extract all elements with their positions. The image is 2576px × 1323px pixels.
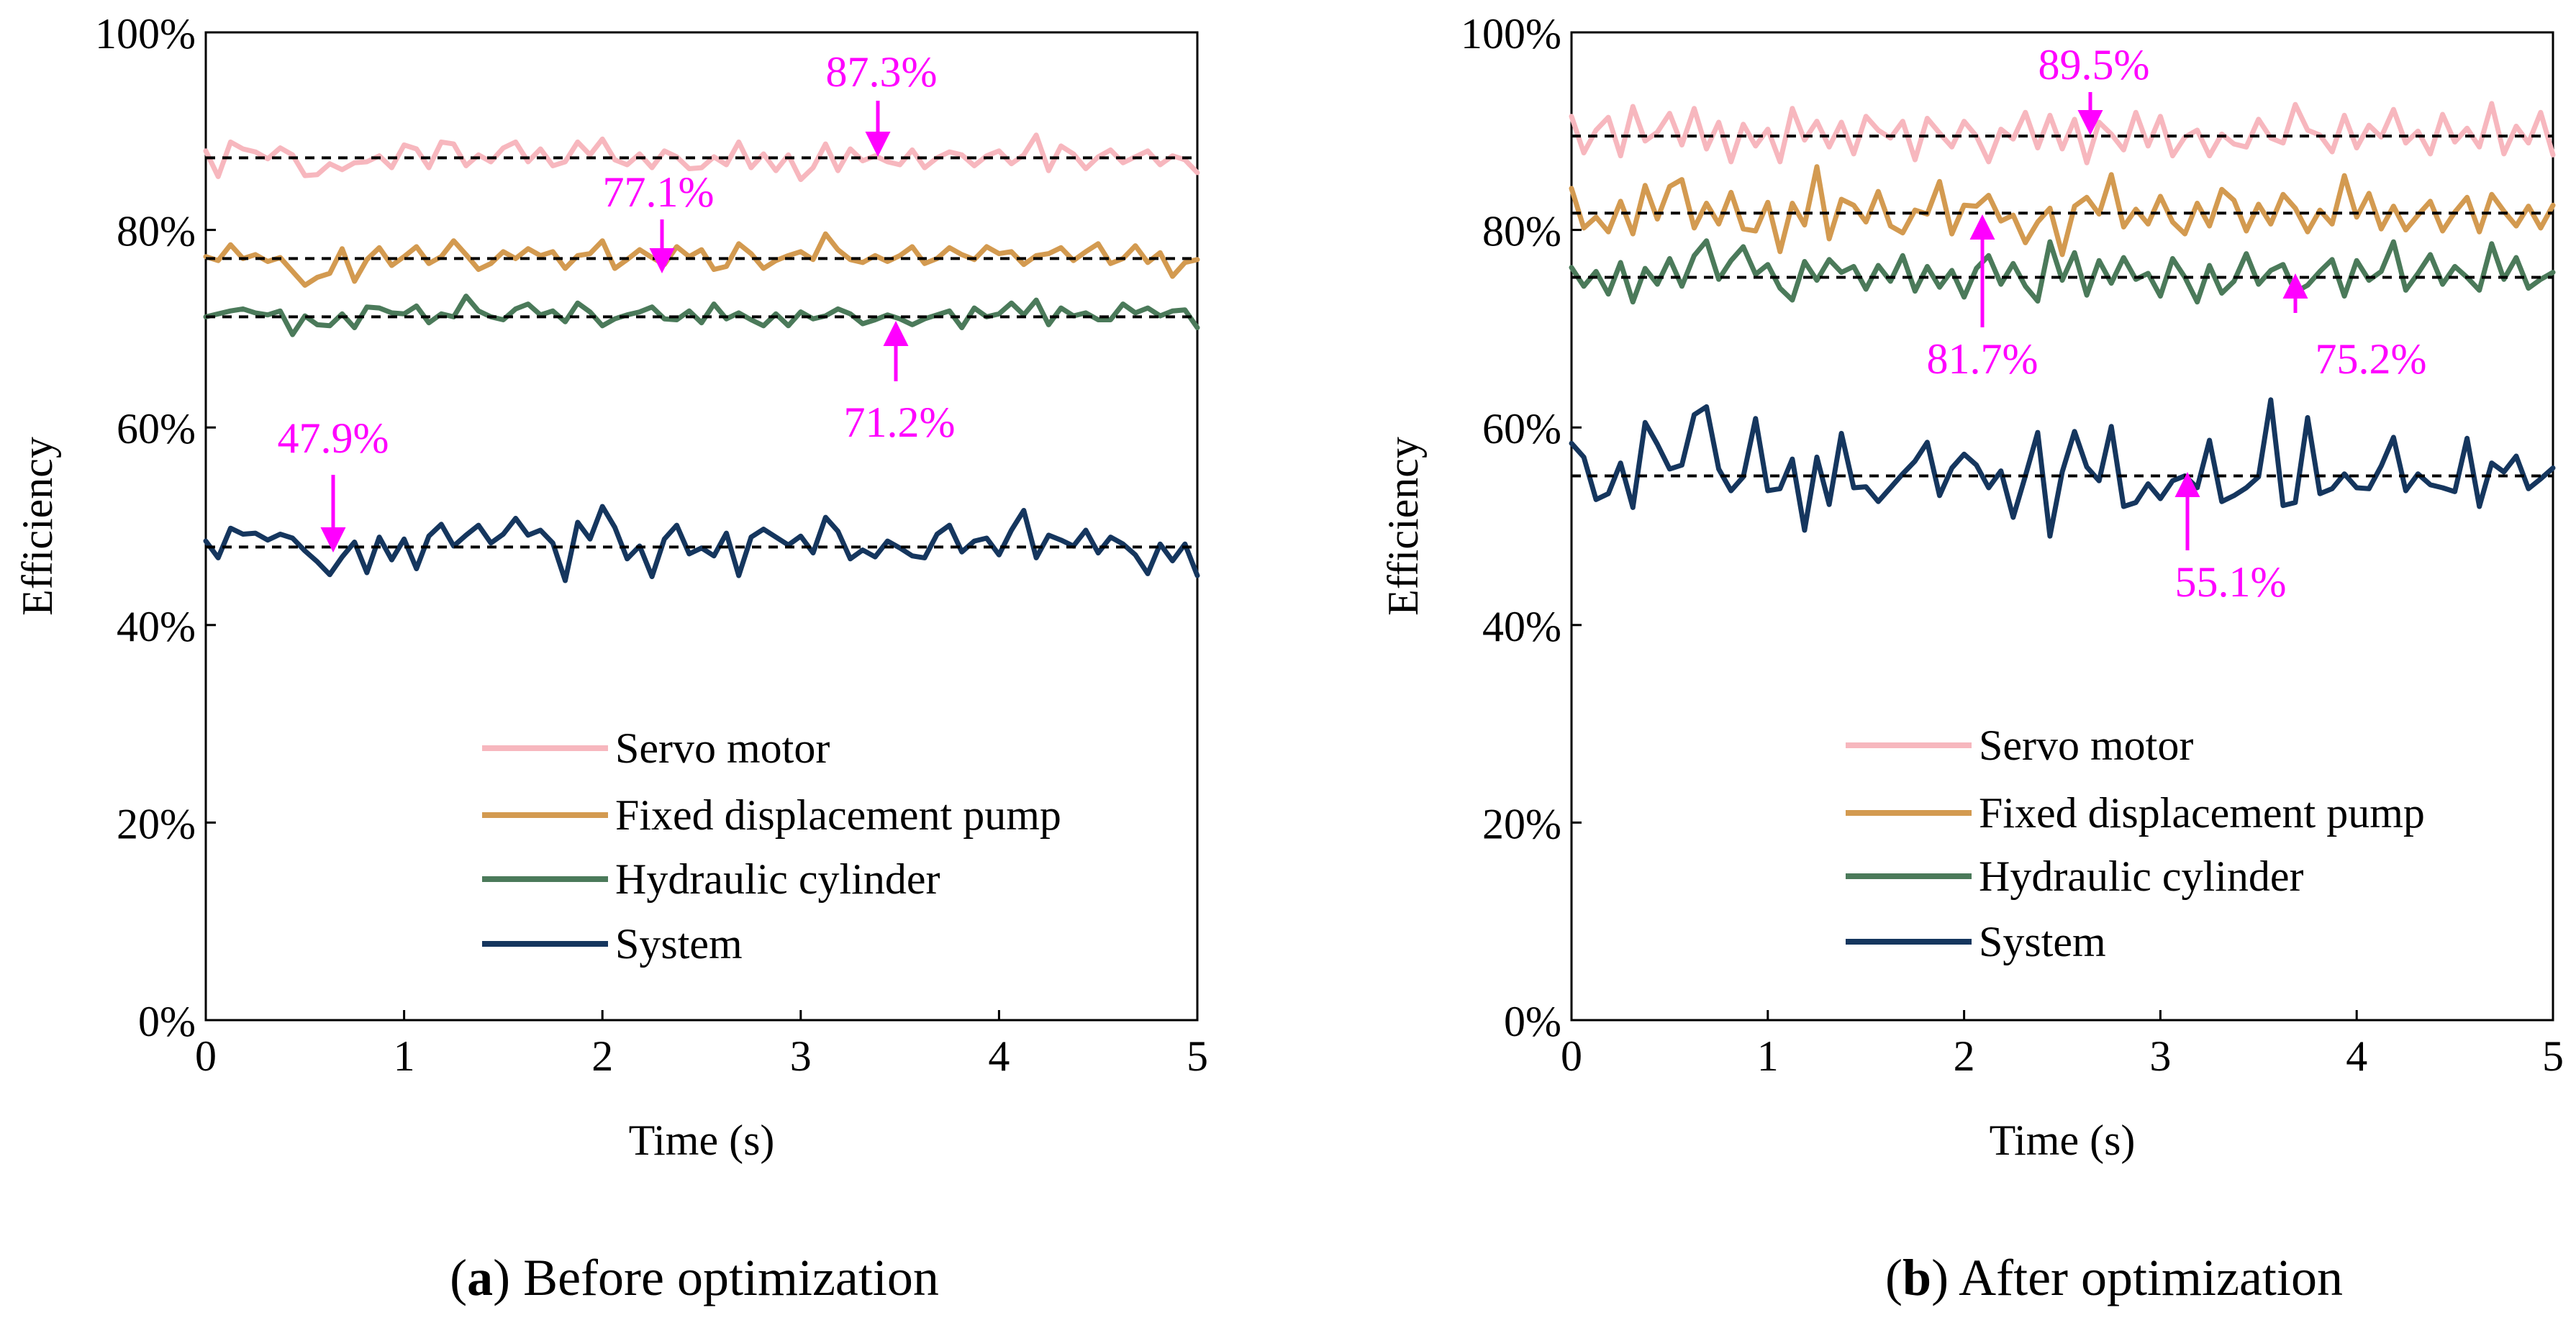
y-tick-label: 20% (1482, 800, 1561, 847)
series-line-servo (203, 132, 1200, 183)
series-line-cylinder (203, 294, 1200, 337)
legend-label: Hydraulic cylinder (615, 855, 940, 903)
series-line-pump (203, 231, 1200, 288)
x-tick-label: 4 (2346, 1032, 2367, 1080)
annotation-label: 71.2% (844, 399, 956, 446)
y-tick-label: 20% (117, 800, 196, 847)
x-tick-label: 3 (790, 1032, 812, 1080)
y-tick-label: 80% (117, 208, 196, 255)
y-tick-label: 40% (1482, 603, 1561, 650)
legend-label: Servo motor (1979, 722, 2193, 769)
y-tick-label: 40% (117, 603, 196, 650)
legend-label: Servo motor (615, 724, 830, 772)
y-tick-label: 0% (1504, 998, 1561, 1045)
legend-label: Hydraulic cylinder (1979, 853, 2304, 900)
annotation-label: 75.2% (2316, 335, 2427, 383)
legend-label: System (1979, 918, 2106, 965)
x-tick-label: 2 (591, 1032, 613, 1080)
caption-paren-close: ) (493, 1249, 510, 1306)
y-axis-title: Efficiency (1379, 437, 1427, 616)
y-tick-label: 100% (95, 10, 196, 58)
series-line-cylinder (1569, 238, 2556, 305)
x-tick-label: 3 (2149, 1032, 2171, 1080)
x-tick-label: 0 (1561, 1032, 1582, 1080)
y-tick-label: 60% (1482, 405, 1561, 453)
x-tick-label: 2 (1954, 1032, 1975, 1080)
annotation-label: 89.5% (2038, 41, 2150, 88)
legend-label: System (615, 920, 743, 968)
caption-paren-open: ( (1885, 1249, 1902, 1306)
x-tick-label: 1 (1757, 1032, 1779, 1080)
x-tick-label: 5 (1187, 1032, 1208, 1080)
y-axis-title: Efficiency (14, 437, 61, 616)
y-tick-label: 100% (1461, 10, 1561, 58)
series-line-system (203, 504, 1200, 583)
x-tick-label: 1 (394, 1032, 415, 1080)
annotation-label: 81.7% (1927, 335, 2038, 383)
plot-frame (204, 31, 1199, 1022)
x-tick-label: 0 (195, 1032, 217, 1080)
caption-panel-label: a (467, 1249, 493, 1306)
chart-panel-a: 0% 20% 40% 60% 80% 100% 0 1 2 3 4 5 Time (s) Efficien… (14, 10, 1208, 1306)
legend-label: Fixed displacement pump (1979, 789, 2425, 837)
legend-label: Fixed displacement pump (615, 791, 1061, 839)
caption-text: After optimization (1949, 1249, 2343, 1306)
annotation-label: 47.9% (278, 414, 389, 462)
annotation-label: 77.1% (603, 168, 715, 216)
annotation-label: 55.1% (2175, 558, 2287, 606)
annotation-label: 87.3% (826, 48, 938, 96)
x-tick-label: 5 (2542, 1032, 2564, 1080)
x-tick-label: 4 (988, 1032, 1010, 1080)
series-line-servo (1569, 101, 2556, 165)
caption-text: Before optimization (510, 1249, 939, 1306)
series-line-system (1569, 397, 2556, 539)
y-tick-label: 0% (138, 998, 196, 1045)
caption-panel-label: b (1902, 1249, 1931, 1306)
y-tick-label: 80% (1482, 208, 1561, 255)
series-line-pump (1569, 164, 2556, 258)
x-axis-title: Time (s) (629, 1117, 775, 1164)
plot-frame (1570, 31, 2554, 1022)
caption-paren-open: ( (450, 1249, 467, 1306)
panel-caption: (a) Before optimization (450, 1249, 939, 1306)
panel-caption: (b) After optimization (1885, 1249, 2343, 1306)
y-tick-label: 60% (117, 405, 196, 453)
x-axis-title: Time (s) (1990, 1117, 2136, 1164)
chart-panel-b: 0% 20% 40% 60% 80% 100% 0 1 2 3 4 5 Time (s) Efficien… (1379, 10, 2564, 1306)
caption-paren-close: ) (1931, 1249, 1949, 1306)
